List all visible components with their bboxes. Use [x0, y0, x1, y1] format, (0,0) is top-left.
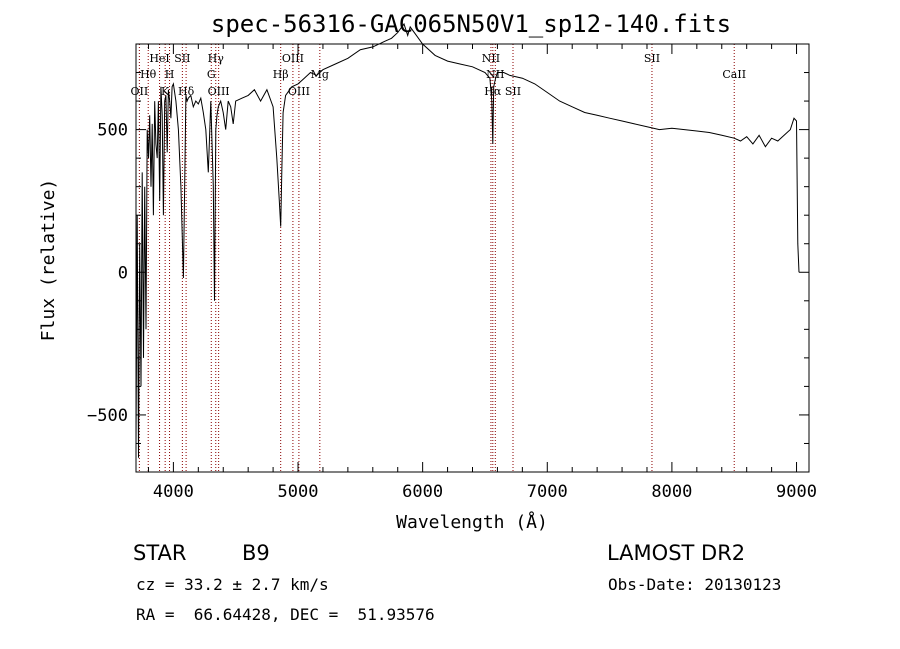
y-tick-label: 500: [97, 121, 128, 141]
line-marker-label: NII: [486, 68, 504, 81]
line-markers: OIIHθHeIKHSIIHδHγGOIIIHβOIIIOIIIMgNIINII…: [131, 44, 746, 472]
line-marker-label: SII: [644, 52, 660, 65]
subclass-label: B9: [242, 541, 270, 565]
line-marker-label: OIII: [208, 85, 230, 98]
line-marker-label: OIII: [282, 52, 304, 65]
line-marker-label: HeI: [149, 52, 169, 65]
coords-label: RA = 66.64428, DEC = 51.93576: [136, 605, 435, 624]
line-marker-label: Hγ: [208, 52, 225, 65]
line-marker-label: SII: [505, 85, 521, 98]
survey-label: LAMOST DR2: [607, 541, 746, 565]
line-marker-label: NII: [482, 52, 500, 65]
chart-title: spec-56316-GAC065N50V1_sp12-140.fits: [211, 10, 731, 38]
line-marker-label: Hθ: [140, 68, 157, 81]
x-axis: 4000 5000 6000 7000 8000 9000: [147, 44, 817, 502]
y-tick-label: 0: [118, 263, 128, 283]
y-axis-label: Flux (relative): [38, 179, 59, 342]
x-tick-label: 8000: [651, 482, 692, 502]
line-marker-label: Hα: [484, 85, 502, 98]
obs-date-label: Obs-Date: 20130123: [608, 575, 782, 594]
spectrum-line: [135, 22, 800, 458]
line-marker-label: OIII: [288, 85, 310, 98]
line-marker-label: Mg: [311, 68, 329, 81]
plot-frame: [135, 43, 810, 473]
class-label: STAR: [133, 541, 187, 565]
line-marker-label: Hβ: [273, 68, 289, 81]
x-tick-label: 7000: [527, 482, 568, 502]
x-tick-label: 6000: [402, 482, 443, 502]
x-axis-label: Wavelength (Å): [396, 511, 548, 533]
line-marker-label: K: [161, 85, 170, 98]
line-marker-label: CaII: [722, 68, 746, 81]
y-tick-label: −500: [87, 406, 128, 426]
y-axis: −500 0 500: [87, 72, 809, 444]
x-tick-label: 4000: [153, 482, 194, 502]
redshift-label: cz = 33.2 ± 2.7 km/s: [136, 575, 329, 594]
line-marker-label: SII: [174, 52, 190, 65]
line-marker-label: H: [165, 68, 175, 81]
x-tick-label: 5000: [278, 482, 319, 502]
line-marker-label: OII: [131, 85, 149, 98]
line-marker-label: G: [207, 68, 216, 81]
x-tick-label: 9000: [776, 482, 817, 502]
spectrum-plot: [135, 22, 800, 458]
line-marker-label: Hδ: [178, 85, 195, 98]
